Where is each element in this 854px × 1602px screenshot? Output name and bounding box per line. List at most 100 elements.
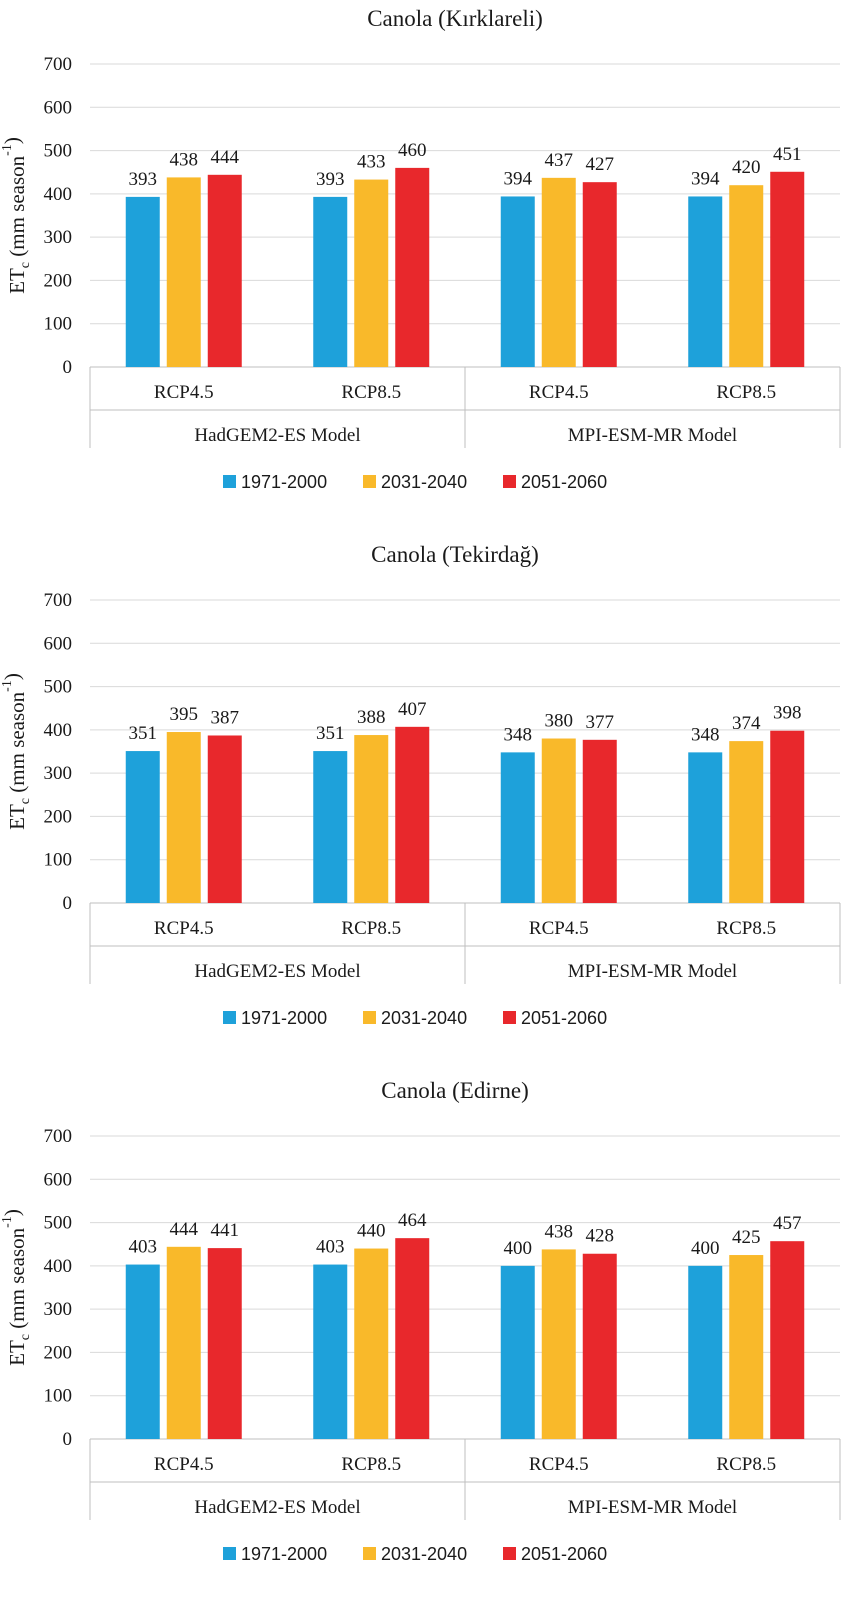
group-label: MPI-ESM-MR Model <box>568 1497 737 1518</box>
chart-svg: Canola (Kırklareli) 0 100 200 300 400 500 600 70… <box>0 6 841 492</box>
group-label: HadGEM2-ES Model <box>194 425 360 446</box>
bar <box>125 751 160 903</box>
chart-panel-edirne: Canola (Edirne) 0 100 200 300 400 500 600 700 ETc… <box>0 1072 854 1602</box>
y-tick-label: 0 <box>63 1429 73 1450</box>
y-axis-label-part: c <box>18 1334 33 1340</box>
category-label: RCP8.5 <box>716 918 776 939</box>
data-label: 444 <box>170 1219 199 1240</box>
data-label: 440 <box>357 1221 386 1242</box>
data-label: 348 <box>691 724 720 745</box>
data-label: 407 <box>398 699 427 720</box>
data-label: 441 <box>211 1220 240 1241</box>
y-tick-label: 500 <box>44 141 73 162</box>
chart-title: Canola (Kırklareli) <box>367 6 543 31</box>
y-axis-label-part: ET <box>5 268 29 294</box>
data-label: 428 <box>586 1226 615 1247</box>
group-label: MPI-ESM-MR Model <box>568 425 737 446</box>
bar <box>541 738 576 903</box>
category-label: RCP4.5 <box>154 1454 214 1475</box>
group-label: HadGEM2-ES Model <box>194 961 360 982</box>
category-label: RCP4.5 <box>154 382 214 403</box>
chart-panel-kirklareli: Canola (Kırklareli) 0 100 200 300 400 500 600 70… <box>0 0 854 530</box>
bar <box>729 1255 764 1439</box>
chart-title: Canola (Tekirdağ) <box>371 542 539 567</box>
data-label: 464 <box>398 1210 427 1231</box>
bar <box>313 751 348 903</box>
y-tick-label: 200 <box>44 806 73 827</box>
data-label: 377 <box>586 712 615 733</box>
bar <box>500 196 535 367</box>
data-label: 427 <box>586 154 615 175</box>
data-label: 393 <box>316 169 345 190</box>
bar <box>500 1265 535 1439</box>
y-axis-label-part: ET <box>5 1340 29 1366</box>
data-label: 457 <box>773 1213 802 1234</box>
legend-label: 2051-2060 <box>521 1008 607 1028</box>
y-tick-label: 0 <box>63 893 73 914</box>
y-tick-label: 500 <box>44 1213 73 1234</box>
y-tick-label: 300 <box>44 1299 73 1320</box>
bar <box>313 1264 348 1439</box>
data-label: 437 <box>545 150 574 171</box>
bar <box>166 1246 201 1439</box>
legend-swatch <box>363 1011 376 1024</box>
data-label: 460 <box>398 140 427 161</box>
data-label: 433 <box>357 152 386 173</box>
bar <box>207 1248 242 1439</box>
y-tick-label: 600 <box>44 633 73 654</box>
bar <box>354 735 389 903</box>
data-label: 351 <box>129 723 158 744</box>
legend-swatch <box>223 1011 236 1024</box>
y-tick-label: 300 <box>44 227 73 248</box>
category-label: RCP8.5 <box>716 382 776 403</box>
data-label: 444 <box>211 147 240 168</box>
y-tick-label: 0 <box>63 357 73 378</box>
bar <box>688 752 723 903</box>
bar <box>207 174 242 367</box>
data-label: 374 <box>732 713 761 734</box>
data-label: 394 <box>504 168 533 189</box>
y-axis-label: ETc (mm season-1) <box>0 673 33 830</box>
group-label: HadGEM2-ES Model <box>194 1497 360 1518</box>
legend-label: 2051-2060 <box>521 1544 607 1564</box>
data-label: 403 <box>129 1237 158 1258</box>
y-axis-label-part: (mm season <box>5 1227 29 1334</box>
data-label: 400 <box>504 1238 533 1259</box>
category-label: RCP4.5 <box>154 918 214 939</box>
data-label: 387 <box>211 707 240 728</box>
legend-swatch <box>363 1547 376 1560</box>
legend-label: 2031-2040 <box>381 1544 467 1564</box>
y-tick-label: 200 <box>44 270 73 291</box>
group-label: MPI-ESM-MR Model <box>568 961 737 982</box>
y-tick-label: 100 <box>44 314 73 335</box>
legend-swatch <box>223 475 236 488</box>
bar <box>313 196 348 367</box>
bar <box>354 1248 389 1439</box>
legend-label: 2051-2060 <box>521 472 607 492</box>
chart-svg: Canola (Edirne) 0 100 200 300 400 500 600 700 ETc… <box>0 1078 841 1564</box>
data-label: 394 <box>691 168 720 189</box>
data-label: 403 <box>316 1237 345 1258</box>
legend-swatch <box>503 1547 516 1560</box>
bar <box>582 739 617 903</box>
chart-svg: Canola (Tekirdağ) 0 100 200 300 400 500 600 700 E… <box>0 542 841 1028</box>
y-axis-label: ETc (mm season-1) <box>0 137 33 294</box>
data-label: 351 <box>316 723 345 744</box>
category-label: RCP4.5 <box>529 382 589 403</box>
bar <box>688 1265 723 1439</box>
data-label: 425 <box>732 1227 761 1248</box>
y-tick-label: 600 <box>44 97 73 118</box>
y-tick-label: 700 <box>44 54 73 75</box>
bar <box>354 179 389 367</box>
legend-label: 2031-2040 <box>381 1008 467 1028</box>
bar <box>166 177 201 367</box>
chart-title: Canola (Edirne) <box>381 1078 529 1103</box>
y-tick-label: 200 <box>44 1342 73 1363</box>
bar <box>166 732 201 903</box>
legend-swatch <box>223 1547 236 1560</box>
data-label: 348 <box>504 724 533 745</box>
legend-label: 1971-2000 <box>241 1544 327 1564</box>
y-axis-label-part: -1 <box>0 1216 15 1228</box>
y-tick-label: 300 <box>44 763 73 784</box>
bar <box>770 171 805 367</box>
